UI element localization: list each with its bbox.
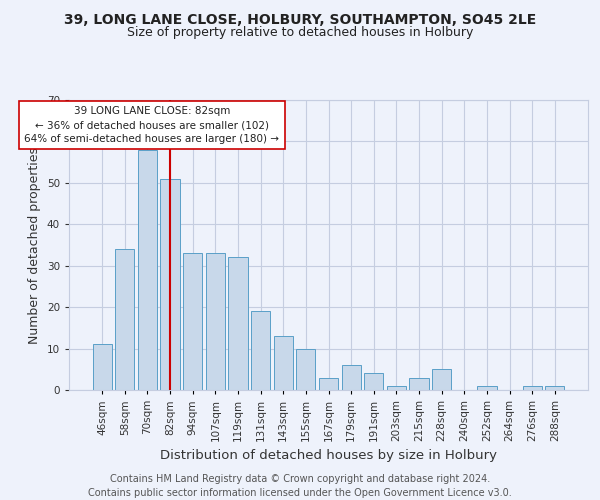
- Bar: [477, 386, 497, 390]
- Bar: [341, 365, 361, 390]
- Bar: [251, 312, 270, 390]
- Bar: [274, 336, 293, 390]
- Text: Size of property relative to detached houses in Holbury: Size of property relative to detached ho…: [127, 26, 473, 39]
- Bar: [183, 254, 202, 390]
- X-axis label: Distribution of detached houses by size in Holbury: Distribution of detached houses by size …: [160, 450, 497, 462]
- Bar: [229, 258, 248, 390]
- Bar: [545, 386, 565, 390]
- Bar: [319, 378, 338, 390]
- Bar: [387, 386, 406, 390]
- Bar: [409, 378, 428, 390]
- Text: Contains HM Land Registry data © Crown copyright and database right 2024.
Contai: Contains HM Land Registry data © Crown c…: [88, 474, 512, 498]
- Bar: [138, 150, 157, 390]
- Bar: [115, 249, 134, 390]
- Y-axis label: Number of detached properties: Number of detached properties: [28, 146, 41, 344]
- Bar: [364, 374, 383, 390]
- Text: 39 LONG LANE CLOSE: 82sqm
← 36% of detached houses are smaller (102)
64% of semi: 39 LONG LANE CLOSE: 82sqm ← 36% of detac…: [25, 106, 280, 144]
- Bar: [523, 386, 542, 390]
- Bar: [92, 344, 112, 390]
- Bar: [160, 178, 180, 390]
- Bar: [206, 254, 225, 390]
- Text: 39, LONG LANE CLOSE, HOLBURY, SOUTHAMPTON, SO45 2LE: 39, LONG LANE CLOSE, HOLBURY, SOUTHAMPTO…: [64, 12, 536, 26]
- Bar: [432, 370, 451, 390]
- Bar: [296, 348, 316, 390]
